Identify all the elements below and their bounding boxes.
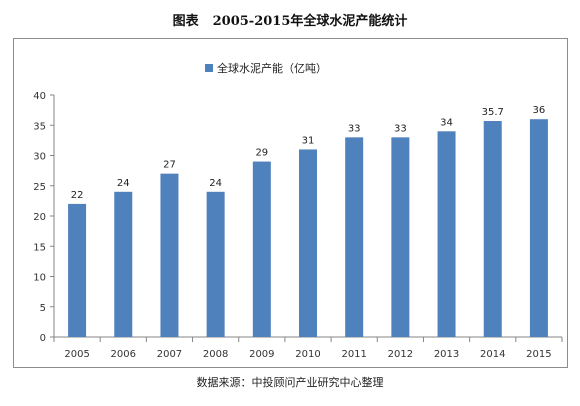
data-label: 29	[255, 148, 268, 159]
chart-legend: 全球水泥产能（亿吨）	[205, 61, 327, 75]
legend-swatch	[205, 64, 213, 72]
data-label: 35.7	[482, 107, 504, 118]
data-label: 22	[71, 190, 84, 201]
y-tick-label: 5	[40, 303, 46, 314]
bar	[345, 137, 364, 337]
chart-bars	[68, 119, 548, 337]
x-tick-label: 2007	[157, 349, 182, 360]
x-tick-label: 2006	[111, 349, 136, 360]
bar	[529, 119, 548, 337]
bar	[68, 203, 87, 337]
x-tick-label: 2013	[434, 349, 459, 360]
figure-title-text: 2005-2015年全球水泥产能统计	[212, 14, 408, 29]
source-note: 数据来源：中投顾问产业研究中心整理	[196, 376, 384, 389]
y-tick-label: 30	[33, 152, 46, 163]
y-tick-label: 15	[33, 242, 46, 253]
bar-chart: 全球水泥产能（亿吨） 0 5 10 15 20 25 30 35 40 2005 2006 2007 2…	[33, 61, 563, 360]
data-label: 31	[302, 135, 315, 146]
bar	[391, 137, 410, 337]
bar	[114, 191, 133, 337]
x-tick-label: 2014	[480, 349, 505, 360]
data-label: 24	[117, 178, 130, 189]
x-tick-label: 2015	[526, 349, 551, 360]
x-tick-label: 2012	[388, 349, 413, 360]
chart-data-labels: 22 24 27 24 29 31 33 33 34 35.7 36	[71, 105, 546, 201]
bar	[160, 173, 179, 337]
y-tick-label: 20	[33, 212, 46, 223]
y-tick-label: 0	[40, 333, 46, 344]
data-label: 27	[163, 160, 176, 171]
x-tick-label: 2011	[341, 349, 366, 360]
x-tick-label: 2009	[249, 349, 274, 360]
data-label: 24	[209, 178, 222, 189]
y-tick-label: 25	[33, 182, 46, 193]
chart-axes: 0 5 10 15 20 25 30 35 40 2005 2006 2007 2008 2009 2010…	[33, 91, 563, 360]
bar	[252, 161, 271, 337]
y-tick-label: 10	[33, 273, 46, 284]
bar	[437, 131, 456, 337]
chart-frame: 全球水泥产能（亿吨） 0 5 10 15 20 25 30 35 40 2005 2006 2007 2…	[13, 38, 568, 368]
legend-label: 全球水泥产能（亿吨）	[217, 61, 327, 75]
data-label: 36	[533, 105, 546, 116]
x-tick-label: 2008	[203, 349, 228, 360]
y-tick-label: 40	[33, 91, 46, 102]
bar	[483, 121, 502, 337]
bar	[299, 149, 317, 337]
x-tick-label: 2005	[64, 349, 89, 360]
figure-title: 图表 2005-2015年全球水泥产能统计	[0, 10, 580, 29]
data-label: 33	[348, 123, 361, 134]
figure-title-prefix: 图表	[172, 14, 199, 29]
data-label: 34	[440, 117, 453, 128]
data-label: 33	[394, 123, 407, 134]
bar	[206, 191, 225, 337]
x-tick-label: 2010	[295, 349, 320, 360]
y-tick-label: 35	[33, 121, 46, 132]
